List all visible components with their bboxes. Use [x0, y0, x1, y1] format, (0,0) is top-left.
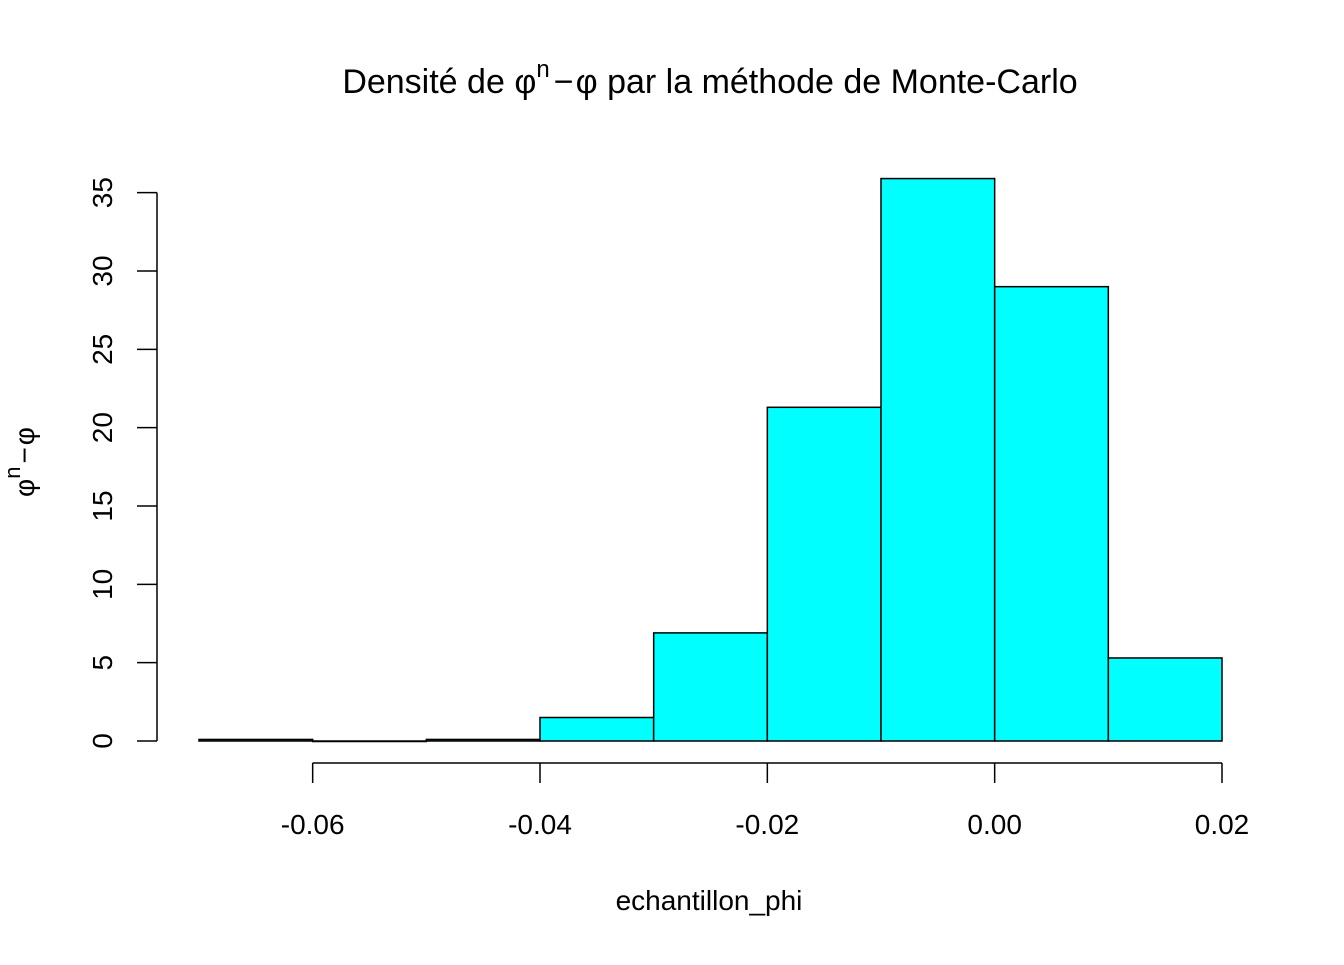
x-tick-label-1: -0.04	[508, 809, 572, 840]
y-tick-label-2: 10	[87, 569, 118, 600]
y-tick-label-0: 0	[87, 733, 118, 749]
y-tick-label-4: 20	[87, 412, 118, 443]
y-tick-label-5: 25	[87, 334, 118, 365]
title-phi-2: φ	[576, 63, 598, 101]
bars-layer	[198, 177, 1223, 743]
histogram-bar-4	[652, 632, 769, 742]
histogram-bar-1	[311, 740, 428, 743]
y-tick-label-6: 30	[87, 255, 118, 286]
y-label-superscript: n	[0, 467, 25, 479]
chart-title: Densité de φn −φ par la méthode de Monte-…	[342, 56, 1077, 101]
histogram-bar-6	[880, 177, 996, 742]
title-minus: −	[554, 63, 574, 101]
title-suffix: par la méthode de Monte-Carlo	[598, 63, 1078, 101]
y-tick-label-7: 35	[87, 177, 118, 208]
histogram-bar-0	[198, 738, 314, 742]
y-tick-label-3: 15	[87, 490, 118, 521]
y-axis: 0 5 10 15 20 25 30 35	[87, 177, 158, 749]
x-axis: -0.06 -0.04 -0.02 0.00 0.02	[281, 762, 1250, 840]
histogram-bar-2	[425, 738, 541, 742]
x-tick-label-4: 0.02	[1195, 809, 1250, 840]
histogram-bar-8	[1107, 657, 1223, 742]
x-axis-label: echantillon_phi	[616, 885, 803, 916]
histogram-bar-7	[993, 285, 1110, 742]
y-tick-label-1: 5	[87, 655, 118, 671]
y-label-phi-2: φ	[9, 427, 40, 445]
histogram-bar-5	[766, 406, 882, 742]
x-tick-label-0: -0.06	[281, 809, 345, 840]
y-label-phi: φ	[9, 479, 40, 497]
y-label-minus: −	[9, 447, 40, 463]
title-phi: φ	[514, 63, 536, 101]
title-prefix: Densité de	[342, 63, 514, 101]
x-tick-label-3: 0.00	[967, 809, 1022, 840]
histogram-bar-3	[539, 716, 655, 742]
x-tick-label-2: -0.02	[735, 809, 799, 840]
y-axis-label: φn−φ	[0, 427, 40, 497]
title-superscript: n	[536, 56, 549, 83]
